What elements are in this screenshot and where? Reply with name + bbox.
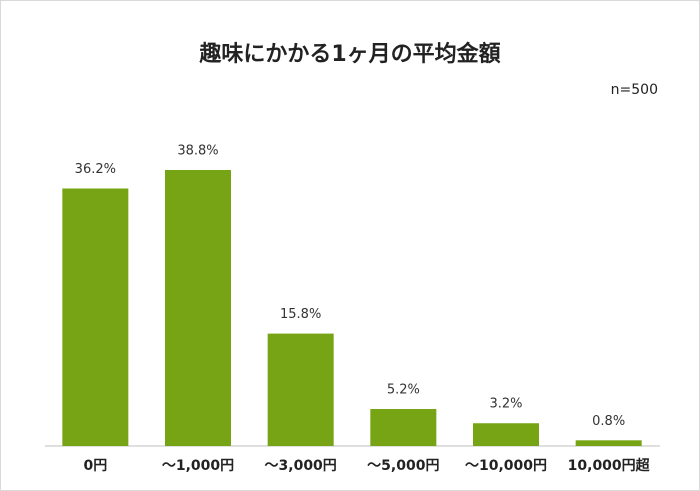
bar	[165, 170, 231, 446]
x-tick-label: ～5,000円	[367, 458, 439, 474]
bar	[267, 333, 334, 446]
x-tick-label: ～10,000円	[465, 458, 547, 474]
bar	[473, 423, 539, 446]
sample-note: n=500	[611, 82, 658, 98]
x-tick-label: ～1,000円	[162, 458, 234, 474]
value-label: 36.2%	[75, 162, 116, 177]
x-tick-label: 0円	[83, 458, 107, 474]
value-label: 3.2%	[489, 397, 522, 412]
chart-title: 趣味にかかる1ヶ月の平均金額	[198, 41, 500, 67]
bar	[62, 188, 129, 446]
bar	[575, 440, 642, 446]
value-label: 38.8%	[177, 144, 218, 159]
bar	[370, 409, 437, 446]
x-tick-label: ～3,000円	[265, 458, 337, 474]
value-label: 15.8%	[280, 307, 321, 322]
value-label: 0.8%	[592, 414, 625, 429]
x-tick-label: 10,000円超	[568, 457, 651, 474]
value-label: 5.2%	[387, 383, 420, 398]
